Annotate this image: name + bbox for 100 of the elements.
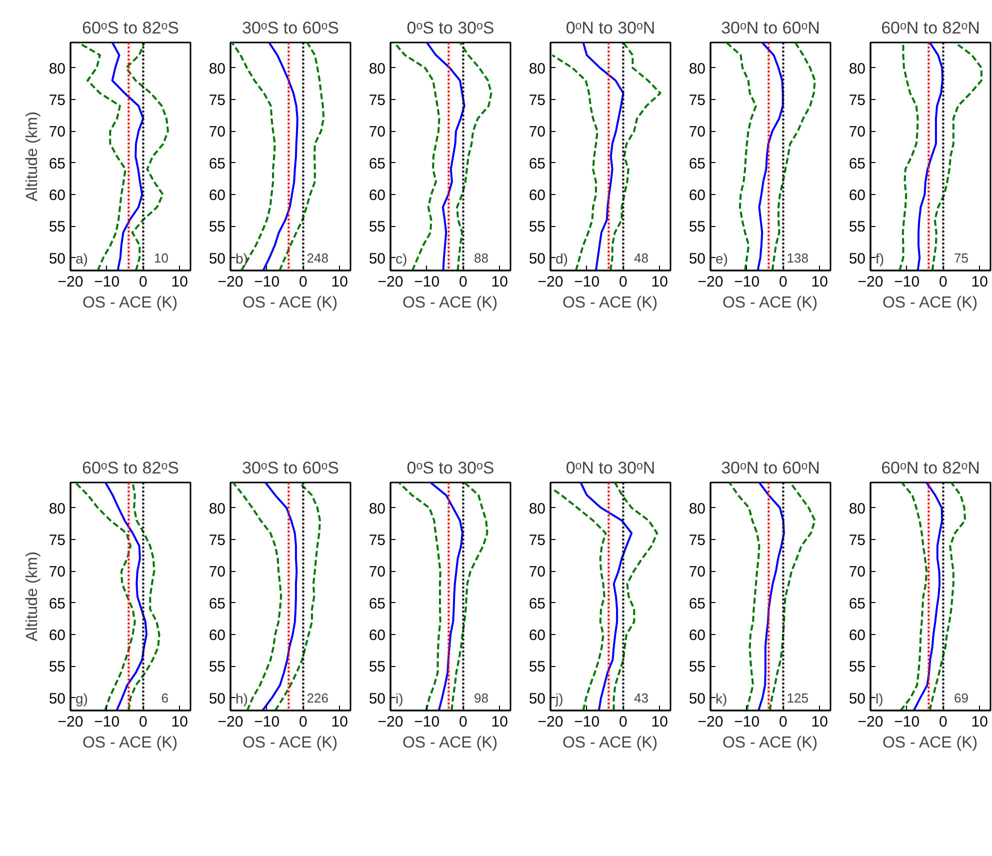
y-tick-label: 60: [48, 627, 66, 644]
annotation: i): [396, 690, 404, 706]
annotation: j): [554, 690, 564, 706]
x-tick-label: 10: [651, 274, 668, 290]
x-tick-label: 0: [139, 714, 148, 730]
x-tick-label: 10: [171, 714, 188, 730]
line-series: [551, 54, 598, 270]
x-tick-label: −20: [858, 714, 884, 730]
y-tick-label: 80: [208, 500, 226, 518]
x-tick-label: 0: [139, 274, 148, 290]
y-tick-label: 50: [848, 250, 866, 268]
y-tick-label: 70: [528, 124, 546, 141]
line-series: [430, 482, 464, 710]
line-series: [931, 42, 982, 270]
x-tick-label: −10: [94, 274, 120, 290]
line-series: [756, 42, 784, 270]
x-tick-label: 10: [491, 714, 508, 730]
line-series: [758, 482, 785, 710]
annotation: l): [876, 690, 884, 706]
annotation: 69: [954, 690, 969, 706]
x-tick-label: 0: [299, 714, 308, 730]
y-tick-label: 60: [368, 187, 386, 204]
line-series: [77, 42, 126, 270]
line-series: [580, 482, 633, 710]
x-tick-label: 0: [299, 274, 308, 290]
y-tick-label: 55: [688, 658, 706, 676]
y-tick-label: 65: [688, 155, 706, 172]
line-series: [111, 42, 144, 270]
chart-title: 30ᵒS to 60ᵒS: [242, 458, 339, 478]
line-series: [768, 482, 816, 710]
y-tick-label: 70: [528, 564, 546, 581]
y-tick-label: 65: [368, 595, 386, 612]
y-tick-label: 75: [48, 92, 66, 109]
y-tick-label: 65: [848, 155, 866, 172]
y-tick-label: 55: [528, 218, 546, 236]
y-tick-label: 50: [368, 690, 386, 708]
y-tick-label: 80: [368, 60, 386, 78]
y-tick-label: 50: [48, 690, 66, 708]
x-tick-label: −20: [538, 274, 564, 290]
line-series: [582, 42, 624, 270]
x-axis-title: OS - ACE (K): [882, 294, 978, 312]
chart-title: 60ᵒS to 82ᵒS: [82, 458, 179, 478]
x-tick-label: −20: [378, 274, 404, 290]
y-tick-label: 80: [528, 500, 546, 518]
y-tick-label: 70: [368, 564, 386, 581]
x-tick-label: −10: [734, 714, 760, 730]
y-tick-label: 60: [208, 187, 226, 204]
line-series: [398, 482, 442, 710]
y-tick-label: 60: [48, 187, 66, 204]
chart-title: 30ᵒS to 60ᵒS: [242, 18, 339, 38]
y-tick-label: 55: [368, 218, 386, 236]
x-tick-label: −20: [698, 274, 724, 290]
y-tick-label: 75: [688, 532, 706, 549]
y-tick-label: 80: [48, 500, 66, 518]
y-tick-label: 75: [688, 92, 706, 109]
x-tick-label: 0: [779, 274, 788, 290]
y-tick-label: 60: [528, 627, 546, 644]
chart-title: 60ᵒN to 82ᵒN: [881, 458, 980, 478]
line-series: [426, 42, 466, 270]
line-series: [128, 482, 160, 710]
y-tick-label: 70: [688, 564, 706, 581]
chart-title: 0ᵒS to 30ᵒS: [406, 18, 494, 38]
y-tick-label: 75: [848, 532, 866, 549]
line-series: [551, 488, 607, 710]
x-tick-label: 10: [811, 714, 828, 730]
annotation: k): [716, 690, 728, 706]
chart-title: 0ᵒN to 30ᵒN: [566, 458, 656, 478]
y-tick-label: 70: [208, 124, 226, 141]
y-tick-label: 65: [528, 155, 546, 172]
annotation: d): [556, 250, 568, 266]
y-tick-label: 50: [48, 250, 66, 268]
y-tick-label: 75: [208, 92, 226, 109]
x-axis-title: OS - ACE (K): [562, 294, 658, 312]
x-axis-title: OS - ACE (K): [402, 294, 498, 312]
x-tick-label: −10: [574, 274, 600, 290]
y-tick-label: 55: [208, 218, 226, 236]
x-axis-title: OS - ACE (K): [402, 734, 498, 752]
annotation: 138: [786, 250, 809, 266]
line-series: [125, 42, 169, 270]
y-tick-label: 80: [688, 60, 706, 78]
chart-title: 0ᵒS to 30ᵒS: [406, 458, 494, 478]
x-axis-title: OS - ACE (K): [882, 734, 978, 752]
x-tick-label: −20: [218, 274, 244, 290]
line-series: [450, 482, 488, 710]
line-series: [74, 482, 136, 710]
annotation: e): [716, 250, 728, 266]
line-series: [262, 482, 298, 710]
chart-title: 30ᵒN to 60ᵒN: [721, 18, 820, 38]
x-axis-title: OS - ACE (K): [82, 734, 178, 752]
annotation: h): [236, 690, 248, 706]
annotation: 6: [161, 690, 169, 706]
annotation: g): [76, 690, 88, 706]
x-tick-label: −10: [894, 714, 920, 730]
y-tick-label: 55: [528, 658, 546, 676]
y-tick-label: 75: [528, 92, 546, 109]
y-tick-label: 70: [848, 564, 866, 581]
y-tick-label: 75: [528, 532, 546, 549]
annotation: f): [876, 250, 884, 266]
y-tick-label: 50: [688, 690, 706, 708]
y-tick-label: 60: [208, 627, 226, 644]
